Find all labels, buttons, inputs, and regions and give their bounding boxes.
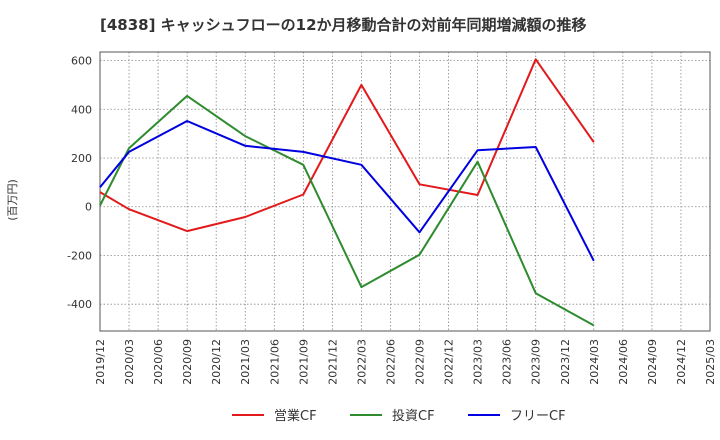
x-tick-label: 2022/03 (355, 339, 368, 385)
x-tick-label: 2023/12 (559, 339, 572, 385)
plot-area-border (99, 51, 711, 332)
legend: 営業CF 投資CF フリーCF (232, 408, 566, 424)
series-line-0 (99, 58, 595, 233)
y-tick-label: 400 (71, 103, 92, 116)
x-tick-label: 2021/09 (297, 339, 310, 385)
x-tick-label: 2025/03 (704, 339, 717, 385)
y-tick-label: -400 (67, 298, 92, 311)
y-tick-label: 200 (71, 152, 92, 165)
x-tick-label: 2020/03 (123, 339, 136, 385)
x-tick-label: 2021/06 (268, 339, 281, 385)
y-tick-label: 600 (71, 55, 92, 68)
x-tick-label: 2021/12 (326, 339, 339, 385)
x-tick-label: 2019/12 (94, 339, 107, 385)
y-axis-label: (百万円) (6, 179, 19, 221)
series-lines (99, 58, 595, 327)
x-tick-label: 2022/12 (443, 339, 456, 385)
x-tick-label: 2024/09 (646, 339, 659, 385)
x-tick-label: 2020/09 (181, 339, 194, 385)
x-tick-label: 2023/09 (530, 339, 543, 385)
x-axis-ticks: 2019/12 2020/03 2020/06 2020/09 2020/12 2021/… (94, 339, 717, 385)
legend-label-2: フリーCF (510, 409, 566, 424)
x-tick-label: 2022/06 (384, 339, 397, 385)
legend-label-0: 営業CF (274, 408, 317, 424)
x-tick-label: 2023/03 (472, 339, 485, 385)
y-tick-label: 0 (85, 201, 92, 214)
x-tick-label: 2020/12 (210, 339, 223, 385)
x-tick-label: 2023/06 (501, 339, 514, 385)
x-tick-label: 2022/09 (414, 339, 427, 385)
x-tick-label: 2024/12 (675, 339, 688, 385)
series-line-1 (99, 94, 595, 327)
grid (99, 52, 711, 331)
x-tick-label: 2024/06 (617, 339, 630, 385)
y-axis-ticks: 600 400 200 0 -200 -400 (67, 55, 92, 312)
x-tick-label: 2021/03 (239, 339, 252, 385)
x-tick-label: 2024/03 (588, 339, 601, 385)
chart-title: [4838] キャッシュフローの12か月移動合計の対前年同期増減額の推移 (100, 16, 587, 34)
legend-label-1: 投資CF (392, 408, 435, 424)
series-line-2 (99, 120, 595, 262)
y-tick-label: -200 (67, 249, 92, 262)
x-tick-label: 2020/06 (152, 339, 165, 385)
